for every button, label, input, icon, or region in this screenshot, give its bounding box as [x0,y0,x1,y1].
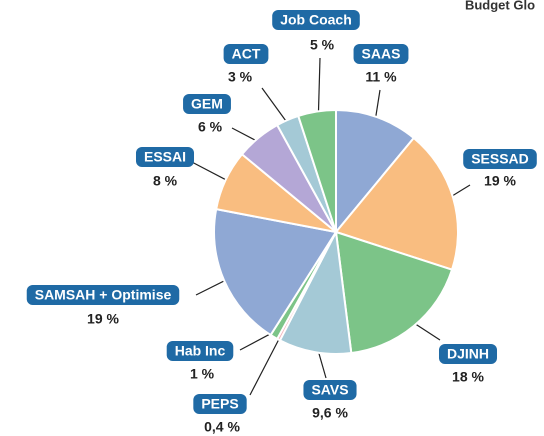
category-label: SESSAD [471,151,529,167]
label-box [135,147,195,167]
category-label: DJINH [447,346,489,362]
label-box [272,10,360,30]
category-label: Hab Inc [175,343,226,359]
category-label: SAMSAH + Optimise [35,287,172,303]
slice [297,108,337,233]
category-label: ESSAI [144,149,186,165]
slice [334,136,459,271]
label-box [223,44,269,64]
chart-title: Budget Glo [465,0,535,12]
label-box [353,44,409,64]
leader-line [317,57,321,120]
labels: SAAS 11 % SESSAD 19 % DJINH 18 % SAVS 9,6 % PEPS… [26,10,537,435]
label-box [463,149,537,169]
slice [213,207,338,337]
category-label: SAVS [311,382,348,398]
slice [334,230,454,355]
slices [213,108,459,355]
value-label: 1 % [190,366,215,382]
value-label: 3 % [228,69,253,85]
label-box [166,341,234,361]
label-box [193,394,247,414]
value-label: 19 % [87,311,119,327]
label-box [438,344,498,364]
slice [335,108,416,235]
value-label: 9,6 % [312,405,348,421]
category-label: ACT [232,46,261,62]
value-label: 8 % [153,173,178,189]
label-box [303,380,357,400]
value-label: 6 % [198,119,223,135]
value-label: 5 % [310,37,335,53]
label-box [26,285,180,305]
category-label: SAAS [362,46,401,62]
value-label: 11 % [365,69,397,85]
category-label: PEPS [201,396,238,412]
category-label: Job Coach [280,12,352,28]
value-label: 18 % [452,369,484,385]
value-label: 0,4 % [204,419,240,435]
leader-line [249,331,284,396]
category-label: GEM [191,96,223,112]
label-box [183,94,231,114]
value-label: 19 % [484,173,516,189]
